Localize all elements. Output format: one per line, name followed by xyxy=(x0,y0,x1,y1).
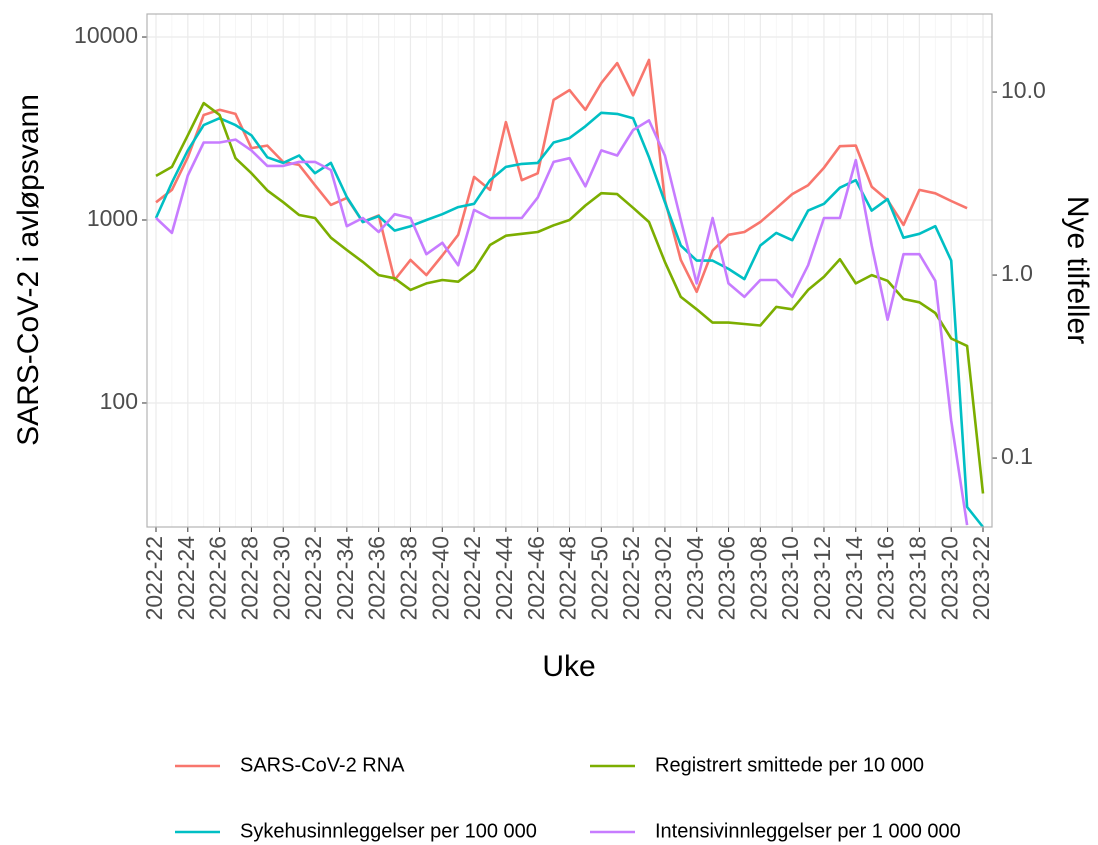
x-tick-label: 2022-32 xyxy=(300,536,326,620)
x-tick-label: 2023-12 xyxy=(809,536,835,620)
y2-tick-label: 0.1 xyxy=(1001,443,1033,469)
marks xyxy=(154,58,985,528)
x-tick-label: 2023-06 xyxy=(714,536,740,620)
y2-tick-label: 10.0 xyxy=(1001,77,1046,103)
legend-label: Intensivinnleggelser per 1 000 000 xyxy=(655,820,961,842)
x-tick-label: 2023-16 xyxy=(873,536,899,620)
plot-border xyxy=(146,13,993,528)
x-tick-label: 2023-04 xyxy=(682,536,708,621)
x-tick-label: 2022-26 xyxy=(205,536,231,620)
x-tick-label: 2022-22 xyxy=(141,536,167,620)
x-tick-label: 2022-36 xyxy=(364,536,390,620)
x-tick-label: 2023-20 xyxy=(936,536,962,620)
y-tick-label: 100 xyxy=(100,388,138,414)
x-tick-label: 2023-02 xyxy=(650,536,676,620)
x-tick-label: 2023-14 xyxy=(841,536,867,621)
y-axis-title: SARS-CoV-2 i avløpsvann xyxy=(12,94,45,446)
x-tick-label: 2022-50 xyxy=(586,536,612,620)
x-tick-label: 2023-10 xyxy=(777,536,803,620)
x-tick-label: 2022-28 xyxy=(237,536,263,620)
series-line xyxy=(155,101,985,494)
grid xyxy=(142,14,997,532)
legend-label: SARS-CoV-2 RNA xyxy=(240,754,405,776)
x-tick-label: 2022-44 xyxy=(491,536,517,621)
x-tick-label: 2022-42 xyxy=(459,536,485,620)
x-tick-label: 2023-18 xyxy=(904,536,930,620)
series-line xyxy=(155,119,969,526)
x-tick-label: 2022-48 xyxy=(555,536,581,620)
x-tick-label: 2022-38 xyxy=(396,536,422,620)
x-tick-label: 2022-40 xyxy=(427,536,453,620)
legend-label: Registrert smittede per 10 000 xyxy=(655,754,924,776)
x-tick-label: 2022-52 xyxy=(618,536,644,620)
y-tick-label: 10000 xyxy=(74,22,138,48)
x-tick-label: 2023-22 xyxy=(968,536,994,620)
x-tick-label: 2022-34 xyxy=(332,536,358,621)
x-tick-label: 2023-08 xyxy=(745,536,771,620)
y2-axis-title: Nye tilfeller xyxy=(1061,196,1094,344)
legend-label: Sykehusinnleggelser per 100 000 xyxy=(240,820,537,842)
x-axis-title: Uke xyxy=(542,650,595,683)
x-tick-label: 2022-46 xyxy=(523,536,549,620)
series-line xyxy=(154,111,985,528)
x-tick-label: 2022-30 xyxy=(268,536,294,620)
x-tick-label: 2022-24 xyxy=(173,536,199,621)
y2-tick-label: 1.0 xyxy=(1001,260,1033,286)
y-tick-label: 1000 xyxy=(87,205,138,231)
